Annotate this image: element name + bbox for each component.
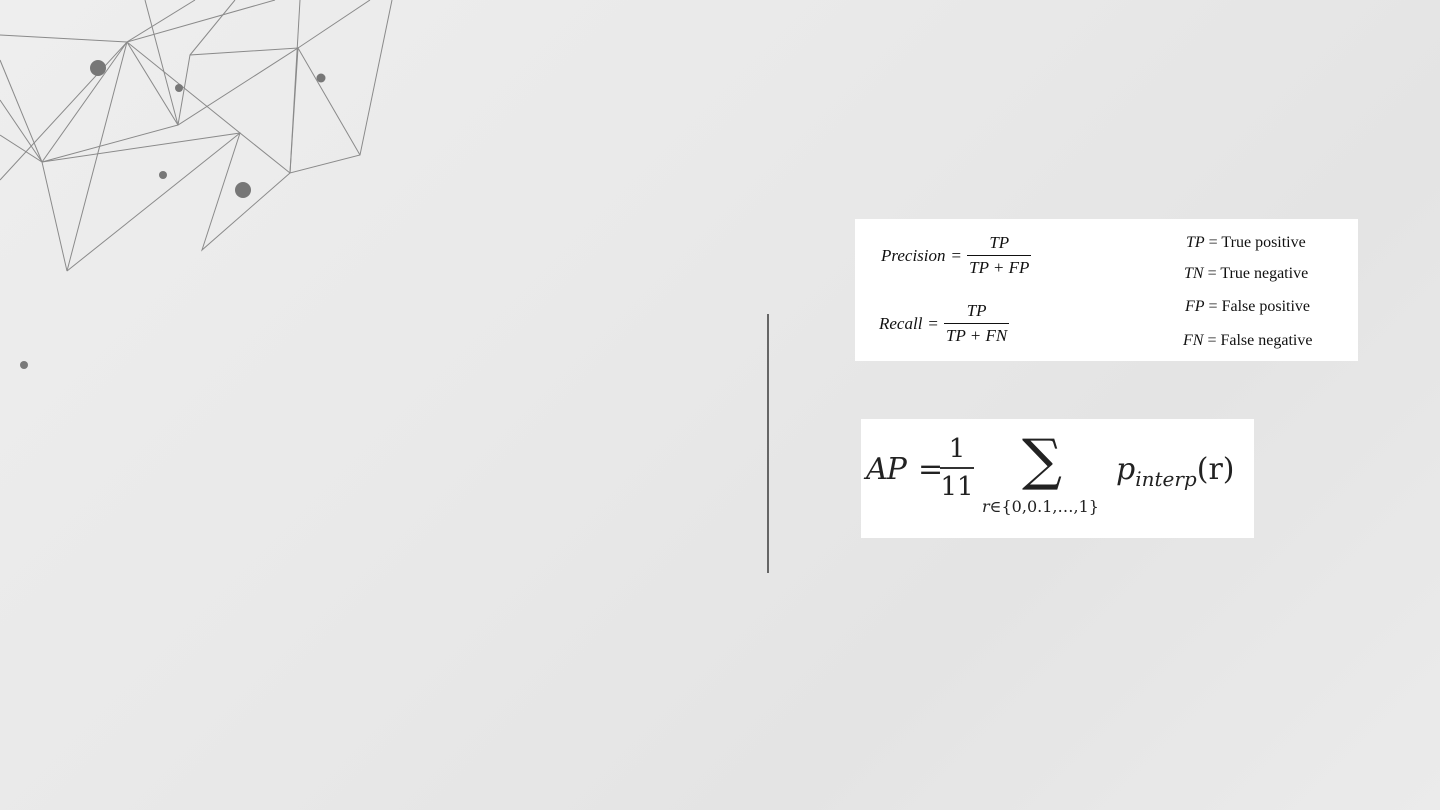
recall-denominator: TP + FN (944, 323, 1010, 346)
recall-equation: Recall = TP TP + FN (879, 301, 1010, 346)
decorative-dot (20, 361, 28, 369)
equals-sign: = (918, 452, 944, 487)
definition-tp: TP = True positive (1186, 234, 1306, 252)
definition-fp: FP = False positive (1185, 298, 1310, 316)
summation-icon: ∑ (1022, 428, 1062, 493)
ap-fraction: 1 11 (940, 433, 974, 503)
equals-sign: = (1208, 298, 1218, 315)
average-precision-equation: AP = 1 11 ∑ r∈{0,0.1,…,1} pinterp(r) (866, 419, 1246, 538)
ap-numerator: 1 (948, 434, 966, 464)
definition-meaning: True positive (1221, 234, 1306, 251)
equals-sign: = (1208, 234, 1218, 251)
definition-meaning: False positive (1221, 298, 1311, 315)
sum-variable: r (982, 497, 990, 516)
network-decoration-icon (0, 0, 393, 272)
term-symbol: p (1116, 452, 1136, 487)
recall-fraction: TP TP + FN (944, 301, 1010, 346)
fraction-bar (940, 467, 974, 469)
recall-label: Recall (879, 313, 923, 333)
equals-sign: = (1207, 265, 1217, 282)
definition-symbol: FP (1185, 298, 1205, 315)
sum-set: ∈{0,0.1,…,1} (989, 497, 1099, 516)
recall-numerator: TP (966, 301, 987, 320)
ap-denominator: 11 (940, 471, 974, 502)
definition-symbol: TP (1186, 234, 1205, 251)
summation-subscript: r∈{0,0.1,…,1} (982, 497, 1099, 516)
definition-symbol: FN (1183, 332, 1204, 349)
precision-numerator: TP (989, 233, 1010, 252)
equals-sign: = (928, 313, 939, 333)
average-precision-formula-box: AP = 1 11 ∑ r∈{0,0.1,…,1} pinterp(r) (861, 419, 1254, 538)
definition-tn: TN = True negative (1184, 265, 1308, 283)
definition-meaning: False negative (1220, 332, 1313, 349)
equals-sign: = (1207, 332, 1217, 349)
interpolated-precision-term: pinterp(r) (1116, 452, 1234, 491)
ap-lhs: AP (866, 452, 907, 487)
term-subscript: interp (1135, 467, 1197, 491)
precision-denominator: TP + FP (967, 255, 1032, 278)
precision-fraction: TP TP + FP (967, 233, 1032, 278)
precision-recall-formula-box: Precision = TP TP + FP Recall = TP TP + … (855, 219, 1358, 361)
equals-sign: = (951, 245, 962, 265)
definition-symbol: TN (1184, 265, 1204, 282)
precision-label: Precision (881, 245, 946, 265)
vertical-divider (767, 314, 769, 573)
definition-meaning: True negative (1220, 265, 1309, 282)
definition-fn: FN = False negative (1183, 332, 1312, 350)
precision-equation: Precision = TP TP + FP (881, 233, 1032, 278)
term-argument: (r) (1196, 452, 1235, 487)
